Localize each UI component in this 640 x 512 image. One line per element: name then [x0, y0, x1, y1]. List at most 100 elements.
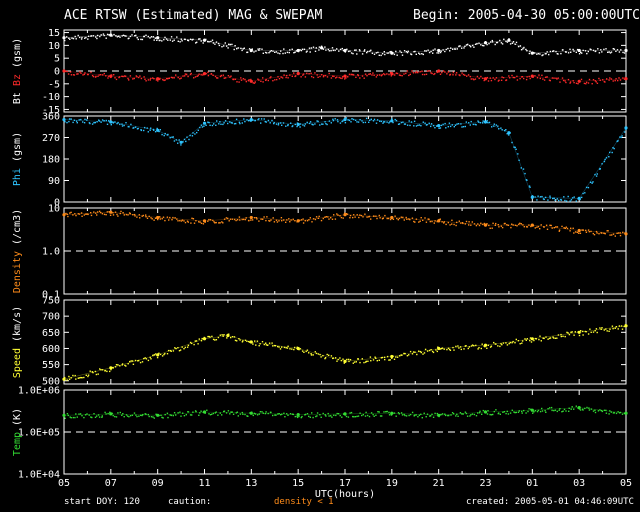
data-point	[603, 409, 606, 411]
data-point	[167, 349, 170, 352]
x-axis-title: UTC(hours)	[315, 489, 375, 500]
data-point	[440, 50, 442, 52]
data-point	[182, 141, 184, 143]
data-point	[338, 50, 340, 52]
data-point	[318, 46, 321, 48]
data-point	[358, 216, 360, 219]
data-point	[620, 325, 623, 327]
data-point	[66, 213, 68, 215]
data-point	[586, 52, 588, 55]
data-point	[210, 73, 213, 75]
data-point	[480, 222, 482, 224]
data-point	[342, 217, 344, 219]
data-point	[70, 118, 72, 120]
data-point	[147, 35, 149, 38]
data-point	[164, 219, 166, 222]
data-point	[433, 73, 435, 76]
data-point	[404, 414, 406, 417]
data-point	[221, 414, 223, 416]
data-point	[269, 220, 271, 222]
data-point	[169, 216, 171, 219]
data-point	[556, 226, 559, 228]
data-point	[265, 78, 267, 81]
data-point	[311, 75, 313, 78]
data-point	[406, 70, 409, 72]
data-point	[198, 338, 200, 340]
data-point	[167, 39, 169, 41]
data-point	[523, 46, 525, 49]
data-point	[361, 53, 364, 55]
data-point	[557, 77, 559, 79]
data-point	[345, 415, 348, 418]
data-point	[119, 123, 121, 126]
data-point	[567, 52, 570, 54]
data-point	[363, 77, 365, 79]
data-point	[342, 76, 344, 78]
data-point	[105, 37, 107, 39]
data-point	[349, 359, 352, 361]
data-point	[430, 123, 433, 125]
data-point	[140, 129, 143, 132]
data-point	[93, 122, 95, 124]
data-point	[141, 414, 143, 417]
data-point	[580, 78, 583, 81]
data-point	[568, 410, 570, 412]
y-axis-label-part: (K)	[12, 408, 23, 432]
data-point	[68, 120, 70, 123]
data-point	[133, 127, 135, 129]
data-point	[287, 124, 289, 127]
data-point	[483, 45, 485, 47]
data-point	[173, 77, 175, 79]
data-point	[617, 232, 620, 234]
data-point	[324, 357, 326, 360]
data-point	[254, 119, 256, 122]
data-point	[495, 343, 497, 345]
data-point	[541, 74, 543, 76]
data-point	[507, 224, 509, 226]
data-point	[418, 124, 421, 126]
data-point	[545, 53, 547, 55]
data-point	[522, 168, 525, 170]
data-point	[398, 123, 401, 125]
data-point	[613, 48, 616, 50]
data-point	[374, 356, 376, 358]
data-point	[434, 72, 436, 75]
data-point	[336, 213, 338, 215]
data-point	[428, 51, 431, 54]
data-point	[108, 211, 110, 213]
data-point	[608, 413, 610, 415]
data-point	[145, 413, 147, 415]
data-point	[563, 227, 565, 229]
data-point	[273, 344, 276, 347]
data-point	[85, 36, 87, 39]
data-point	[96, 211, 99, 213]
data-point	[501, 344, 503, 346]
data-point	[393, 53, 396, 56]
data-point	[100, 211, 102, 214]
data-point	[478, 224, 481, 227]
data-point	[91, 416, 93, 419]
data-point	[163, 79, 165, 82]
data-point	[278, 78, 281, 80]
data-point	[129, 415, 132, 417]
data-point	[231, 336, 234, 338]
data-point	[84, 72, 86, 74]
data-point	[605, 157, 608, 159]
data-point	[117, 121, 119, 124]
data-point	[547, 338, 549, 340]
data-point	[601, 410, 604, 413]
data-point	[403, 352, 405, 355]
data-point	[286, 74, 288, 77]
data-point	[94, 121, 96, 124]
data-point	[207, 121, 209, 123]
data-point	[508, 75, 510, 77]
data-point	[557, 334, 560, 336]
data-point	[572, 80, 574, 82]
data-point	[430, 415, 432, 417]
data-point	[474, 123, 476, 126]
data-point	[234, 78, 237, 80]
data-point	[465, 121, 467, 123]
y-axis-label-part: Bz	[12, 74, 23, 92]
data-point	[426, 413, 429, 415]
data-point	[175, 347, 177, 350]
